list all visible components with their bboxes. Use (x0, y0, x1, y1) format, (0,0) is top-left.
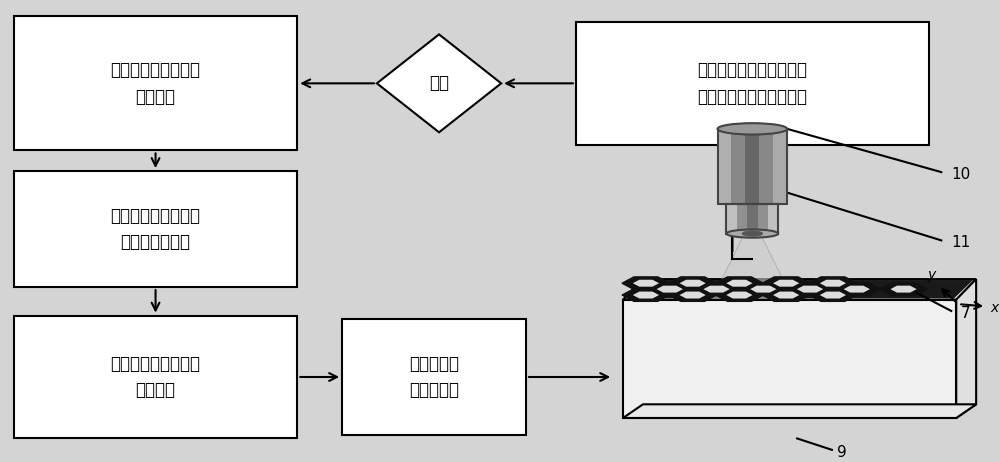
Polygon shape (762, 277, 810, 290)
FancyBboxPatch shape (759, 129, 773, 204)
Polygon shape (716, 277, 763, 290)
FancyBboxPatch shape (747, 204, 758, 234)
Polygon shape (623, 404, 976, 418)
Polygon shape (726, 292, 753, 298)
Text: 制造装备运动元部件
运动指令: 制造装备运动元部件 运动指令 (111, 61, 201, 105)
FancyBboxPatch shape (342, 319, 526, 435)
Polygon shape (657, 286, 683, 292)
Text: 制造装备运动元部件
运动响应: 制造装备运动元部件 运动响应 (111, 355, 201, 399)
Polygon shape (669, 289, 717, 301)
Polygon shape (809, 289, 857, 301)
Polygon shape (880, 283, 927, 295)
Ellipse shape (726, 230, 778, 237)
Polygon shape (377, 34, 501, 132)
Text: 制造装备运动元部件
运动驱动控制器: 制造装备运动元部件 运动驱动控制器 (111, 207, 201, 251)
Polygon shape (693, 283, 740, 295)
FancyBboxPatch shape (737, 204, 747, 234)
FancyBboxPatch shape (718, 129, 731, 204)
Polygon shape (669, 277, 717, 290)
Polygon shape (820, 292, 846, 298)
Text: 反馈: 反馈 (429, 74, 449, 92)
Polygon shape (739, 283, 787, 295)
FancyBboxPatch shape (14, 16, 297, 151)
FancyBboxPatch shape (14, 171, 297, 287)
Polygon shape (750, 286, 776, 292)
FancyBboxPatch shape (745, 129, 759, 204)
Polygon shape (890, 286, 917, 292)
Polygon shape (713, 234, 792, 298)
Text: 超精密联动
运动控制器: 超精密联动 运动控制器 (409, 355, 459, 399)
Text: 7: 7 (961, 306, 971, 321)
Polygon shape (820, 280, 846, 287)
FancyBboxPatch shape (758, 204, 768, 234)
Polygon shape (773, 292, 799, 298)
Text: 10: 10 (951, 167, 971, 182)
Text: 11: 11 (951, 235, 971, 250)
Polygon shape (623, 279, 976, 299)
Ellipse shape (742, 231, 763, 237)
Polygon shape (833, 283, 881, 295)
Polygon shape (623, 299, 956, 418)
Polygon shape (646, 283, 694, 295)
Polygon shape (716, 289, 763, 301)
Text: y: y (927, 268, 936, 282)
Polygon shape (633, 280, 659, 287)
Text: 石墨烯基准样品承载台亚
纳米级精度运动测量信号: 石墨烯基准样品承载台亚 纳米级精度运动测量信号 (697, 61, 807, 105)
Polygon shape (844, 286, 870, 292)
FancyBboxPatch shape (576, 22, 929, 145)
FancyBboxPatch shape (773, 129, 787, 204)
Polygon shape (622, 277, 670, 290)
Polygon shape (956, 279, 976, 418)
Polygon shape (797, 286, 823, 292)
Polygon shape (626, 280, 973, 298)
FancyBboxPatch shape (726, 204, 737, 234)
Polygon shape (786, 283, 834, 295)
Polygon shape (622, 289, 670, 301)
Polygon shape (762, 289, 810, 301)
Text: x: x (990, 301, 998, 315)
Polygon shape (633, 292, 659, 298)
Ellipse shape (718, 123, 787, 134)
FancyBboxPatch shape (731, 129, 745, 204)
Polygon shape (680, 292, 706, 298)
Polygon shape (809, 277, 857, 290)
Polygon shape (726, 280, 753, 287)
Polygon shape (680, 280, 706, 287)
FancyBboxPatch shape (14, 316, 297, 438)
Polygon shape (773, 280, 799, 287)
Text: 9: 9 (837, 444, 847, 460)
FancyBboxPatch shape (768, 204, 778, 234)
Polygon shape (703, 286, 730, 292)
